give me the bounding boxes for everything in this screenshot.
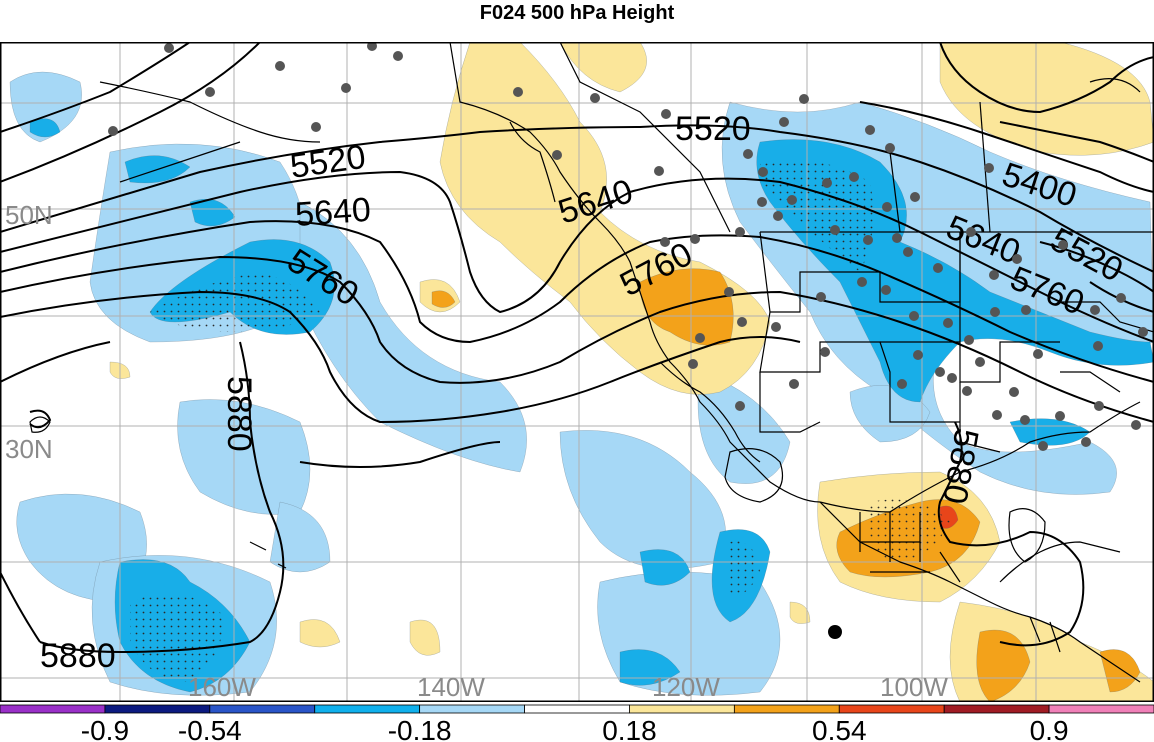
colorbar-tick-label: 0.54 (812, 715, 867, 742)
colorbar-box (314, 704, 421, 714)
colorbar-box (733, 704, 840, 714)
contour-label-5880-mid: 5880 (220, 376, 258, 452)
colorbar-box (1048, 704, 1154, 714)
colorbar-box (209, 704, 316, 714)
colorbar-ticks: -0.9 -0.54 -0.18 0.18 0.54 0.9 (81, 715, 1069, 742)
colorbar-boxes (0, 704, 1154, 714)
shaded-anomaly-field (9, 42, 1154, 702)
map-frame (0, 42, 1154, 702)
colorbar: -0.9 -0.54 -0.18 0.18 0.54 0.9 (0, 704, 1154, 742)
map-title: F024 500 hPa Height (479, 2, 675, 24)
contour-label-5640-west: 5640 (294, 191, 372, 234)
lon-label-120w: 120W (652, 672, 720, 702)
colorbar-box (629, 704, 735, 714)
contour-label-5880-sw: 5880 (40, 637, 116, 675)
colorbar-tick-label: -0.18 (388, 715, 452, 742)
colorbar-tick-label: -0.9 (81, 715, 129, 742)
colorbar-box (524, 704, 630, 714)
colorbar-tick-label: 0.18 (602, 715, 657, 742)
coastlines-and-borders (29, 42, 1154, 683)
colorbar-box (419, 704, 525, 714)
lat-label-30n: 30N (5, 434, 53, 464)
colorbar-box (104, 704, 211, 714)
stippling (130, 159, 950, 682)
lon-label-160w: 160W (188, 672, 256, 702)
colorbar-box (838, 704, 945, 714)
lat-label-50n: 50N (5, 200, 53, 230)
colorbar-tick-label: 0.9 (1030, 715, 1069, 742)
colorbar-box (943, 704, 1050, 714)
station-markers (108, 42, 1148, 451)
lon-label-100w: 100W (880, 672, 948, 702)
colorbar-box (0, 704, 106, 714)
marker-dot (828, 625, 842, 639)
height-contours (0, 42, 1154, 654)
contour-label-5520-east: 5520 (675, 110, 751, 148)
colorbar-tick-label: -0.54 (178, 715, 242, 742)
forecast-map: 5520 5640 5760 5880 5880 5520 5640 5760 … (0, 42, 1154, 702)
lon-label-140w: 140W (417, 672, 485, 702)
